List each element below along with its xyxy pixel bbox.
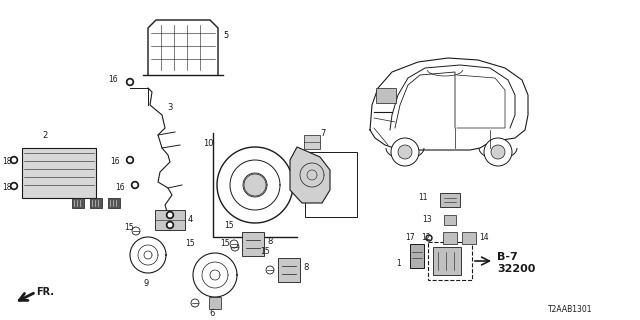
Bar: [433, 247, 461, 275]
Circle shape: [266, 266, 274, 274]
Circle shape: [398, 145, 412, 159]
Text: 14: 14: [479, 234, 488, 243]
Text: 10: 10: [203, 139, 214, 148]
Circle shape: [428, 236, 431, 239]
Bar: [22, 148, 96, 198]
Circle shape: [426, 235, 432, 241]
Bar: [443, 232, 457, 244]
Text: 16: 16: [115, 182, 125, 191]
Text: 18: 18: [2, 183, 12, 193]
Text: 7: 7: [320, 129, 325, 138]
Text: B-7: B-7: [497, 252, 518, 262]
Circle shape: [391, 138, 419, 166]
Circle shape: [133, 183, 137, 187]
Circle shape: [10, 182, 17, 189]
Bar: [440, 193, 460, 207]
Text: 32200: 32200: [497, 264, 536, 274]
Circle shape: [491, 145, 505, 159]
Bar: [278, 258, 300, 282]
Bar: [462, 232, 476, 244]
Circle shape: [127, 156, 134, 164]
Text: 9: 9: [143, 278, 148, 287]
Circle shape: [166, 212, 173, 219]
Bar: [242, 232, 264, 256]
Circle shape: [166, 221, 173, 228]
Bar: [376, 88, 396, 103]
Bar: [90, 198, 102, 208]
Circle shape: [132, 227, 140, 235]
Text: 6: 6: [209, 308, 214, 317]
Text: 2: 2: [42, 132, 47, 140]
Text: 13: 13: [422, 215, 431, 225]
Text: 17: 17: [405, 234, 415, 243]
Bar: [410, 244, 424, 268]
Text: 3: 3: [167, 103, 172, 113]
Circle shape: [191, 299, 199, 307]
Text: 8: 8: [267, 237, 273, 246]
Text: 11: 11: [418, 194, 428, 203]
Text: 15: 15: [224, 221, 234, 230]
Circle shape: [231, 243, 239, 251]
Text: 15: 15: [260, 247, 269, 257]
Circle shape: [244, 174, 266, 196]
Circle shape: [168, 223, 172, 227]
Bar: [155, 210, 185, 230]
Text: 8: 8: [303, 263, 308, 273]
Bar: [108, 198, 120, 208]
Bar: [304, 135, 320, 149]
Bar: [428, 242, 472, 280]
Circle shape: [12, 158, 16, 162]
Text: 16: 16: [108, 76, 118, 84]
Polygon shape: [290, 147, 330, 203]
Text: 4: 4: [188, 215, 193, 225]
Bar: [305, 152, 357, 217]
Text: 5: 5: [223, 30, 228, 39]
Bar: [444, 215, 456, 225]
Text: 15: 15: [124, 222, 134, 231]
Text: T2AAB1301: T2AAB1301: [548, 305, 593, 314]
Text: 18: 18: [2, 157, 12, 166]
Circle shape: [128, 158, 132, 162]
Circle shape: [230, 240, 238, 248]
Text: 1: 1: [396, 260, 401, 268]
Bar: [72, 198, 84, 208]
Circle shape: [127, 78, 134, 85]
Text: 16: 16: [110, 157, 120, 166]
Bar: [209, 297, 221, 309]
Circle shape: [12, 184, 16, 188]
Text: 15: 15: [220, 238, 230, 247]
Circle shape: [131, 181, 138, 188]
Text: 12: 12: [421, 234, 431, 243]
Text: 15: 15: [185, 238, 195, 247]
Circle shape: [128, 80, 132, 84]
Text: FR.: FR.: [36, 287, 54, 297]
Circle shape: [484, 138, 512, 166]
Circle shape: [10, 156, 17, 164]
Circle shape: [168, 213, 172, 217]
